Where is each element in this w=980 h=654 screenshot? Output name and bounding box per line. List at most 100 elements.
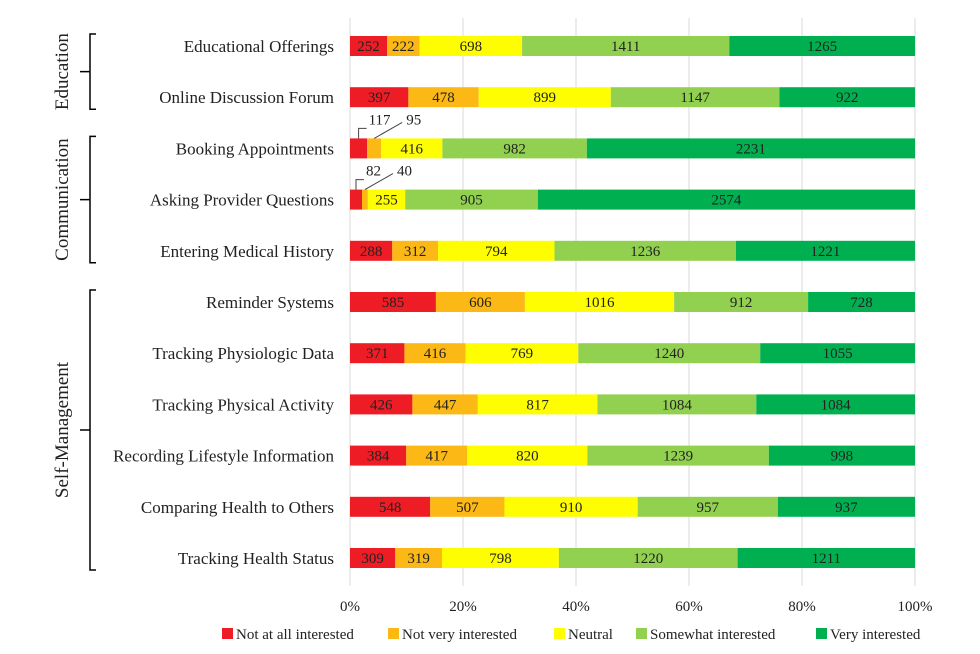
data-label: 794	[485, 244, 508, 260]
bar-segment	[467, 445, 588, 466]
legend-label: Not very interested	[402, 627, 517, 643]
category-label: Comparing Health to Others	[141, 498, 334, 517]
data-label: 1221	[810, 244, 840, 260]
legend-label: Not at all interested	[236, 627, 354, 643]
x-tick-label: 0%	[340, 599, 360, 615]
data-label: 371	[366, 346, 389, 362]
data-label: 820	[516, 449, 539, 465]
legend-label: Neutral	[568, 627, 613, 643]
bar-segment	[367, 138, 382, 159]
bar-segment	[350, 496, 431, 517]
group-label: Education	[52, 33, 73, 111]
leader-line	[358, 127, 367, 139]
x-tick-label: 80%	[788, 599, 816, 615]
category-label: Entering Medical History	[160, 242, 334, 261]
category-label: Educational Offerings	[184, 37, 334, 56]
bar-segment	[350, 445, 407, 466]
data-label: 817	[526, 397, 549, 413]
legend-swatch	[816, 628, 827, 639]
category-labels: Educational Offerings Online Discussion F…	[113, 37, 334, 568]
data-label: 426	[370, 397, 393, 413]
group-bracket	[80, 289, 96, 571]
category-label: Recording Lifestyle Information	[113, 447, 334, 466]
bar-segment	[729, 36, 915, 56]
legend-label: Very interested	[830, 627, 921, 643]
bar-segment	[412, 394, 478, 415]
data-label: 319	[407, 551, 430, 567]
data-label: 1239	[663, 449, 693, 465]
data-label: 309	[361, 551, 384, 567]
bar-segment	[779, 87, 915, 108]
x-tick-label: 20%	[449, 599, 477, 615]
data-label: 95	[406, 112, 421, 128]
data-label: 606	[469, 295, 492, 311]
legend-swatch	[636, 628, 647, 639]
bar-segment	[760, 343, 915, 364]
bar-segment	[441, 548, 559, 568]
bars	[350, 36, 915, 568]
data-label: 384	[367, 449, 390, 465]
bar-segment	[477, 394, 598, 415]
data-label: 1016	[585, 295, 616, 311]
bar-segment	[637, 496, 778, 517]
bar-segment	[350, 36, 388, 56]
data-label: 1055	[823, 346, 853, 362]
group-brackets: Education Communication Self-Management	[52, 33, 96, 571]
data-label: 1220	[633, 551, 663, 567]
data-label: 252	[357, 39, 380, 55]
data-label: 728	[850, 295, 873, 311]
category-label: Online Discussion Forum	[159, 88, 334, 107]
bar-segment	[350, 138, 368, 159]
group-label: Communication	[52, 138, 73, 261]
data-label: 585	[382, 295, 405, 311]
data-label: 478	[432, 90, 455, 106]
x-tick-label: 60%	[675, 599, 703, 615]
legend: Not at all interested Not very interested…	[222, 627, 921, 643]
data-label: 1084	[662, 397, 693, 413]
bar-segment	[350, 87, 409, 108]
data-label: 117	[369, 112, 391, 128]
data-label: 312	[404, 244, 427, 260]
bar-segment	[392, 240, 439, 261]
bar-segment	[558, 548, 738, 568]
data-label: 82	[366, 164, 381, 180]
bar-segment	[524, 292, 675, 312]
x-tick-label: 40%	[562, 599, 590, 615]
data-label: 905	[460, 193, 483, 209]
data-label: 1236	[630, 244, 661, 260]
group-bracket	[80, 135, 96, 264]
data-label: 222	[392, 39, 415, 55]
data-label: 416	[401, 141, 424, 157]
bar-segment	[610, 87, 780, 108]
bar-segment	[537, 189, 915, 210]
category-label: Reminder Systems	[206, 293, 334, 312]
bar-segment	[419, 36, 523, 56]
data-labels: 252 222 698 1411 1265 397 478 899 1147 922 117 95 41…	[355, 39, 873, 567]
data-label: 1211	[812, 551, 841, 567]
bar-segment	[674, 292, 809, 312]
bar-segment	[404, 343, 466, 364]
bar-segment	[504, 496, 638, 517]
data-label: 998	[831, 449, 854, 465]
data-label: 937	[835, 500, 858, 516]
bar-segment	[408, 87, 479, 108]
group-label: Self-Management	[52, 361, 73, 498]
bar-segment	[350, 292, 436, 312]
bar-segment	[777, 496, 915, 517]
bar-segment	[586, 138, 915, 159]
bar-segment	[350, 240, 393, 261]
bar-segment	[350, 548, 396, 568]
data-label: 1240	[654, 346, 684, 362]
bar-segment	[597, 394, 757, 415]
legend-swatch	[388, 628, 399, 639]
data-label: 447	[434, 397, 457, 413]
category-label: Asking Provider Questions	[150, 191, 334, 210]
bar-segment	[578, 343, 761, 364]
data-label: 288	[360, 244, 383, 260]
bar-segment	[478, 87, 611, 108]
data-label: 912	[730, 295, 753, 311]
bar-segment	[465, 343, 579, 364]
leader-line	[373, 121, 403, 139]
bar-segment	[430, 496, 505, 517]
bar-segment	[438, 240, 555, 261]
